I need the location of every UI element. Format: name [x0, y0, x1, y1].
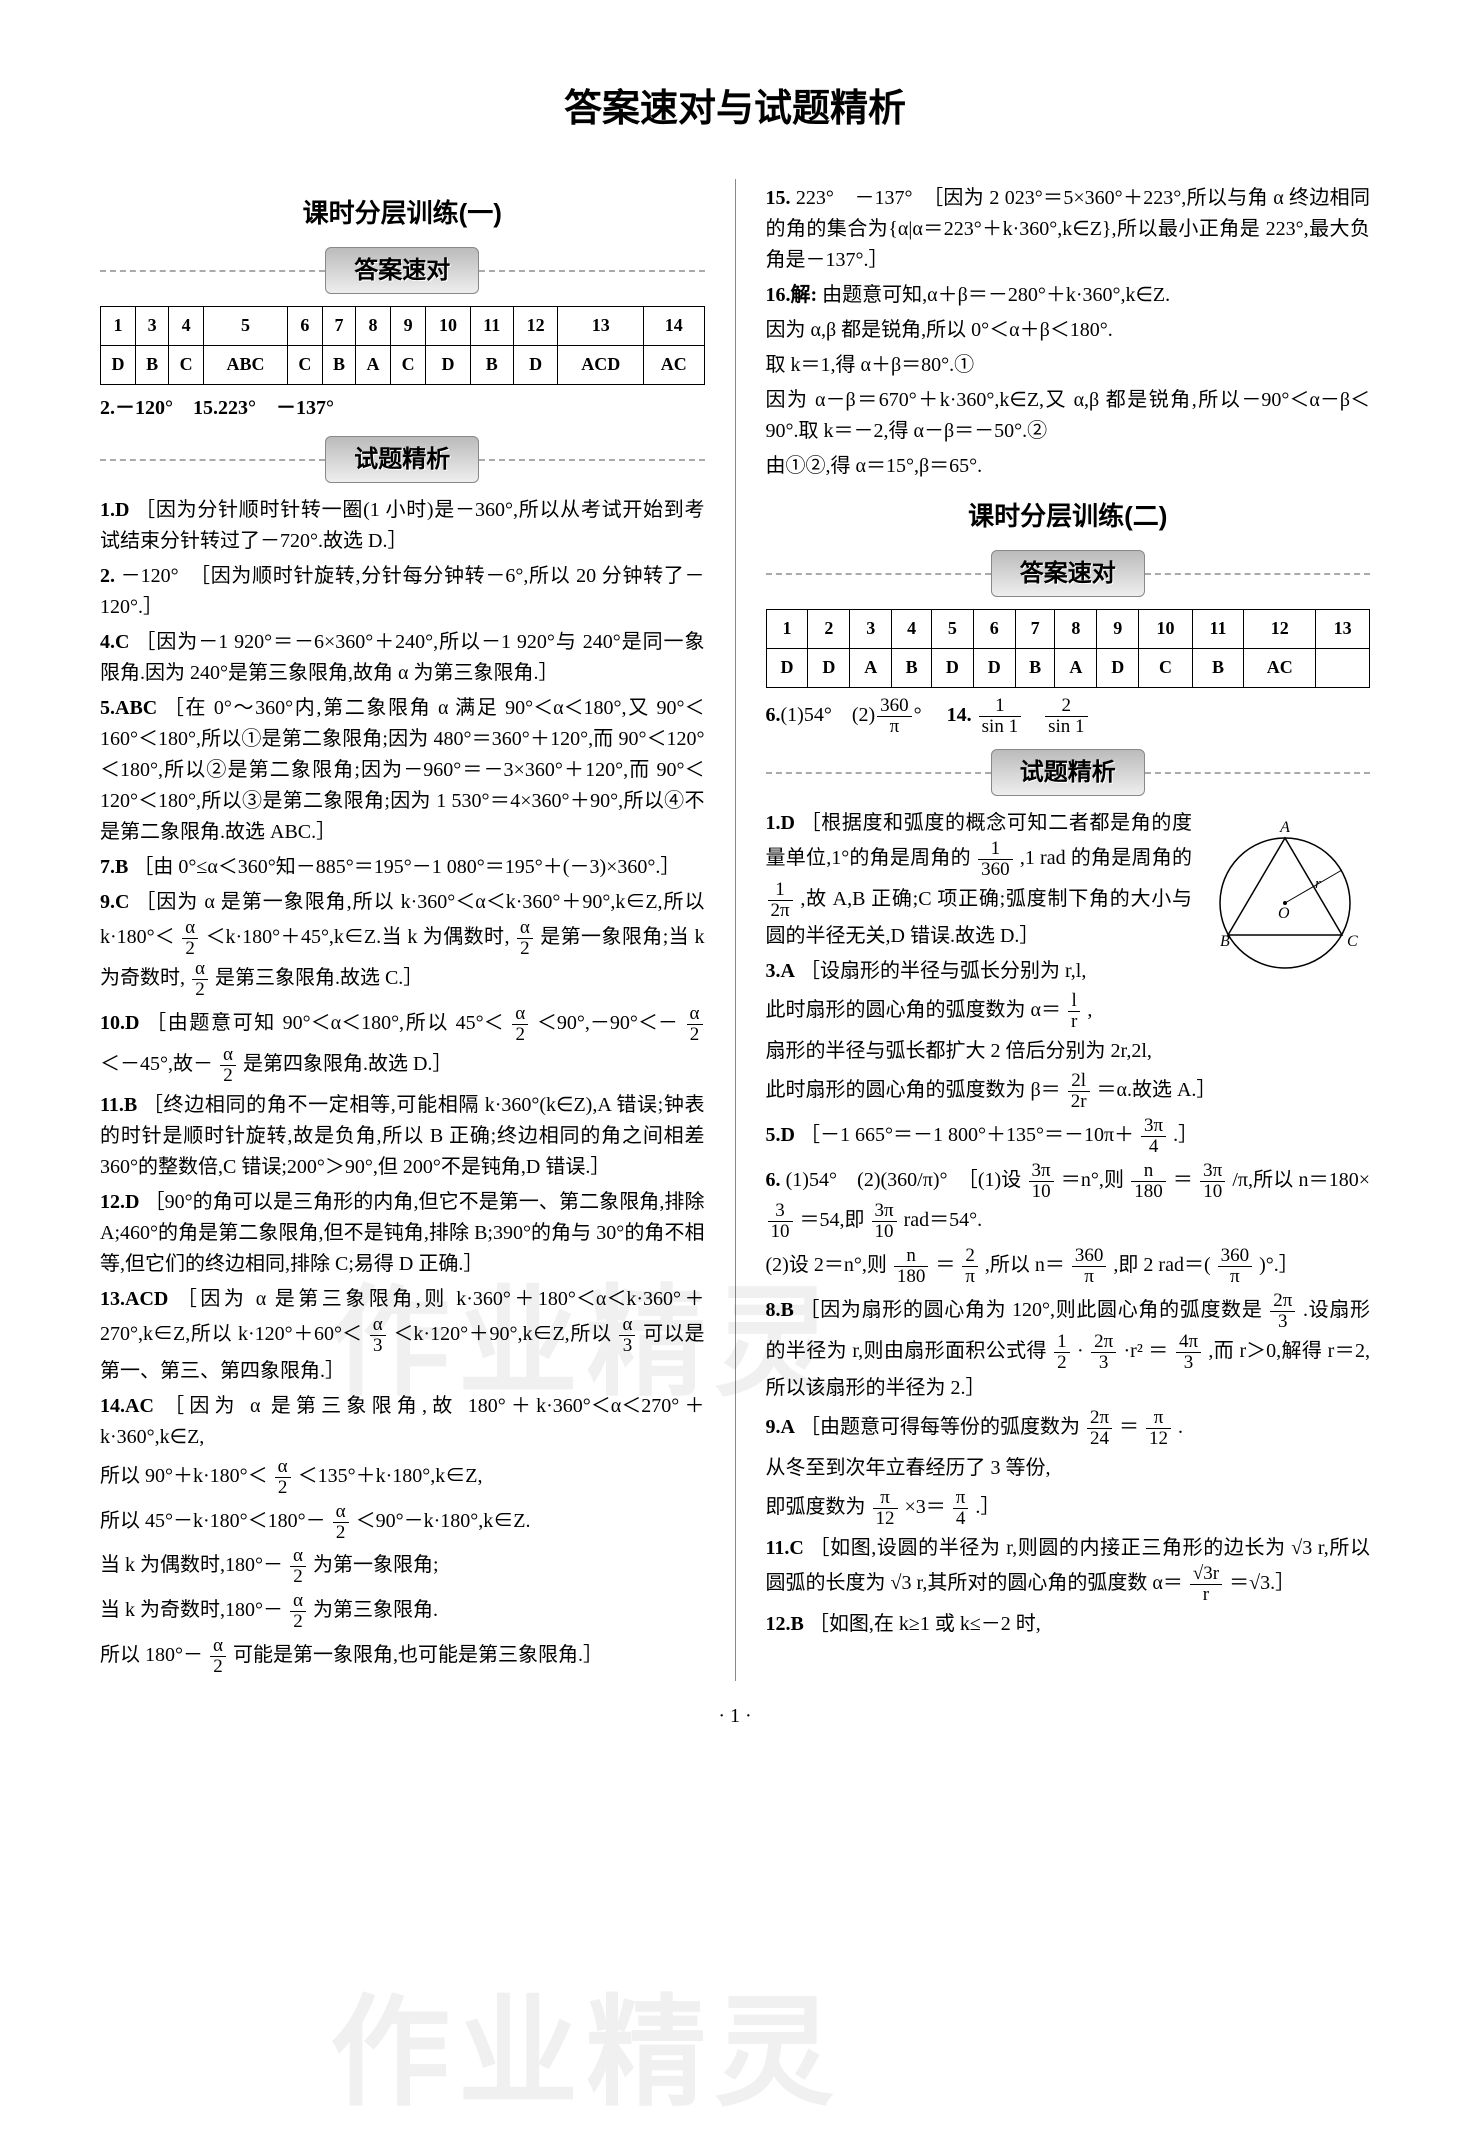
analysis-entry: 11.C ［如图,设圆的半径为 r,则圆的内接正三角形的边长为 √3 r,所以圆… — [766, 1533, 1371, 1605]
analysis-entry: 2. －120° ［因为顺时针旋转,分针每分钟转－6°,所以 20 分钟转了－1… — [100, 561, 705, 623]
analysis-entry: 所以 180°－ α2 可能是第一象限角,也可能是第三象限角.］ — [100, 1636, 705, 1677]
page-number: · 1 · — [100, 1701, 1370, 1732]
right-answer-table: 12345678910111213 DDABDDBADCBAC — [766, 609, 1371, 688]
two-column-layout: 课时分层训练(一) 答案速对 134567891011121314 DBCABC… — [100, 179, 1370, 1681]
analysis-entry: 15. 223° －137° ［因为 2 023°＝5×360°＋223°,所以… — [766, 183, 1371, 276]
analysis-entry: 11.B ［终边相同的角不一定相等,可能相隔 k·360°(k∈Z),A 错误;… — [100, 1090, 705, 1183]
banner-label: 试题精析 — [325, 436, 479, 483]
banner-label: 试题精析 — [991, 749, 1145, 796]
svg-text:O: O — [1278, 905, 1290, 922]
analysis-entry: 16.解: 由题意可知,α＋β＝－280°＋k·360°,k∈Z. — [766, 280, 1371, 311]
analysis-entry: 所以 45°－k·180°＜180°－ α2 ＜90°－k·180°,k∈Z. — [100, 1502, 705, 1543]
svg-text:A: A — [1279, 819, 1290, 836]
analysis-entry: 8.B ［因为扇形的圆心角为 120°,则此圆心角的弧度数是 2π3 .设扇形的… — [766, 1291, 1371, 1404]
svg-text:C: C — [1347, 933, 1358, 950]
right-section-title: 课时分层训练(二) — [766, 496, 1371, 536]
analysis-entry: 取 k＝1,得 α＋β＝80°.① — [766, 350, 1371, 381]
extra-answers: 2.－120° 15.223° －137° — [100, 393, 705, 424]
left-answer-table: 134567891011121314 DBCABCCBACDBDACDAC — [100, 306, 705, 385]
analysis-entry: 当 k 为偶数时,180°－ α2 为第一象限角; — [100, 1546, 705, 1587]
analysis-entry: 10.D ［由题意可知 90°＜α＜180°,所以 45°＜ α2 ＜90°,－… — [100, 1004, 705, 1086]
analysis-entry: (2)设 2＝n°,则 n180 ＝ 2π ,所以 n＝ 360π ,即 2 r… — [766, 1246, 1371, 1287]
right-column: 15. 223° －137° ［因为 2 023°＝5×360°＋223°,所以… — [766, 179, 1371, 1681]
analysis-entry: 从冬至到次年立春经历了 3 等份, — [766, 1453, 1371, 1484]
analysis-entry: 由①②,得 α＝15°,β＝65°. — [766, 451, 1371, 482]
analysis-entry: 13.ACD ［因为 α 是第三象限角,则 k·360°＋180°＜α＜k·36… — [100, 1284, 705, 1387]
analysis-entry: 扇形的半径与弧长都扩大 2 倍后分别为 2r,2l, — [766, 1036, 1371, 1067]
analysis-entry: 6. (1)54° (2)(360/π)° ［(1)设 3π10 ＝n°,则 n… — [766, 1161, 1371, 1243]
analysis-entry: 12.D ［90°的角可以是三角形的内角,但它不是第一、第二象限角,排除 A;4… — [100, 1187, 705, 1280]
analysis-entry: 5.ABC ［在 0°～360°内,第二象限角 α 满足 90°＜α＜180°,… — [100, 693, 705, 848]
banner-label: 答案速对 — [325, 247, 479, 294]
right-entries: A B C O r 1.D ［根据度和弧度的概念可知二者都是角的度量单位,1°的… — [766, 808, 1371, 1639]
column-divider — [735, 179, 736, 1681]
svg-text:r: r — [1315, 876, 1321, 892]
analysis-entry: 7.B ［由 0°≤α＜360°知－885°＝195°－1 080°＝195°＋… — [100, 852, 705, 883]
analysis-entry: 此时扇形的圆心角的弧度数为 β＝ 2l2r ＝α.故选 A.］ — [766, 1071, 1371, 1112]
left-entries: 1.D ［因为分针顺时针转一圈(1 小时)是－360°,所以从考试开始到考试结束… — [100, 495, 705, 1677]
analysis-entry: 当 k 为奇数时,180°－ α2 为第三象限角. — [100, 1591, 705, 1632]
table-row: 12345678910111213 — [766, 610, 1370, 649]
table-row: DBCABCCBACDBDACDAC — [101, 346, 705, 385]
right-analysis-banner: 试题精析 — [766, 749, 1371, 796]
banner-label: 答案速对 — [991, 550, 1145, 597]
analysis-entry: 12.B ［如图,在 k≥1 或 k≤－2 时, — [766, 1609, 1371, 1640]
left-column: 课时分层训练(一) 答案速对 134567891011121314 DBCABC… — [100, 179, 705, 1681]
analysis-entry: 所以 90°＋k·180°＜ α2 ＜135°＋k·180°,k∈Z, — [100, 1457, 705, 1498]
table-row: 134567891011121314 — [101, 307, 705, 346]
left-section-title: 课时分层训练(一) — [100, 193, 705, 233]
analysis-entry: 9.A ［由题意可得每等份的弧度数为 2π24 ＝ π12 . — [766, 1408, 1371, 1449]
analysis-entry: 因为 α－β＝670°＋k·360°,k∈Z,又 α,β 都是锐角,所以－90°… — [766, 385, 1371, 447]
left-answer-banner: 答案速对 — [100, 247, 705, 294]
circle-triangle-diagram: A B C O r — [1200, 808, 1370, 978]
analysis-entry: 5.D ［－1 665°＝－1 800°＋135°＝－10π＋ 3π4 .］ — [766, 1116, 1371, 1157]
analysis-entry: 即弧度数为 π12 ×3＝ π4 .］ — [766, 1488, 1371, 1529]
analysis-entry: 4.C ［因为－1 920°＝－6×360°＋240°,所以－1 920°与 2… — [100, 627, 705, 689]
extra-answers-right: 6.(1)54° (2)360π° 14. 1sin 1 2sin 1 — [766, 696, 1371, 737]
analysis-entry: 14.AC ［因为 α 是第三象限角,故 180°＋k·360°＜α＜270°＋… — [100, 1391, 705, 1453]
right-answer-banner: 答案速对 — [766, 550, 1371, 597]
right-top-entries: 15. 223° －137° ［因为 2 023°＝5×360°＋223°,所以… — [766, 183, 1371, 482]
analysis-entry: 1.D ［因为分针顺时针转一圈(1 小时)是－360°,所以从考试开始到考试结束… — [100, 495, 705, 557]
analysis-entry: 此时扇形的圆心角的弧度数为 α＝ lr , — [766, 991, 1371, 1032]
main-title: 答案速对与试题精析 — [100, 80, 1370, 139]
left-analysis-banner: 试题精析 — [100, 436, 705, 483]
analysis-entry: 9.C ［因为 α 是第一象限角,所以 k·360°＜α＜k·360°＋90°,… — [100, 887, 705, 1000]
analysis-entry: 因为 α,β 都是锐角,所以 0°＜α＋β＜180°. — [766, 315, 1371, 346]
svg-text:B: B — [1220, 933, 1230, 950]
watermark: 作业精灵 — [330, 1960, 842, 2146]
table-row: DDABDDBADCBAC — [766, 649, 1370, 688]
